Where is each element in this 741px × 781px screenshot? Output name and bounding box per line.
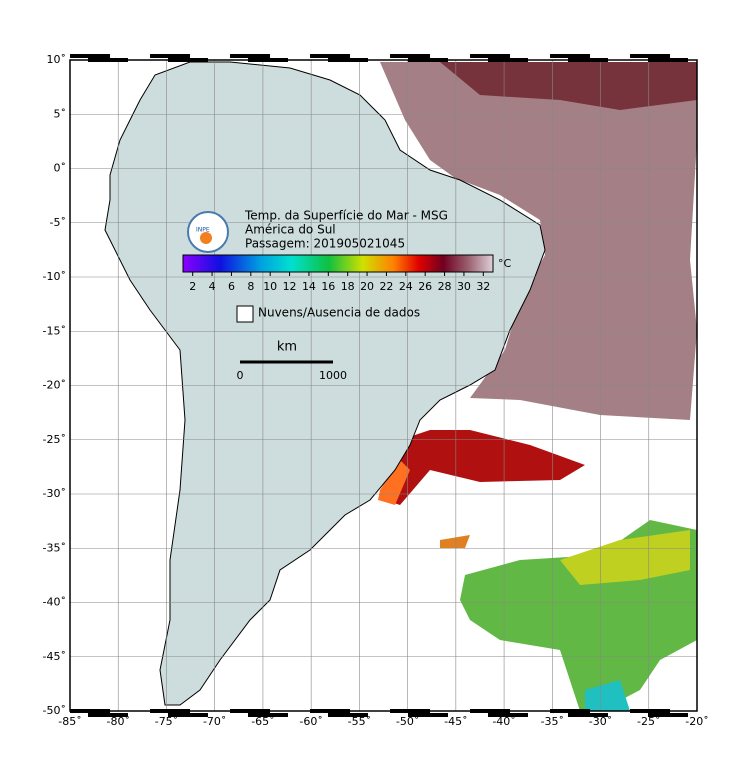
x-tick-label: -70˚ [203,715,226,728]
colorbar-tick-label: 16 [321,280,335,293]
colorbar-tick-label: 12 [283,280,297,293]
y-tick-label: -25˚ [43,433,66,446]
colorbar-tick-label: 20 [360,280,374,293]
colorbar-tick-label: 30 [457,280,471,293]
y-tick-label: -5˚ [50,216,66,229]
y-tick-label: 0˚ [54,162,67,175]
sst-yellow [560,530,690,585]
x-tick-label: -50˚ [396,715,419,728]
legend-swatch [236,305,254,323]
y-tick-label: -50˚ [43,704,66,717]
y-tick-label: 10˚ [47,53,67,66]
colorbar-unit: °C [498,257,512,270]
scale-unit: km [277,340,297,355]
scale-end: 1000 [319,369,347,382]
x-tick-label: -35˚ [541,715,564,728]
colorbar-tick-label: 14 [302,280,316,293]
y-tick-label: 5˚ [54,107,67,120]
scale-start: 0 [237,369,244,382]
x-tick-label: -40˚ [492,715,515,728]
sst-red [385,430,585,505]
x-tick-label: -65˚ [251,715,274,728]
sst-layer [378,62,697,711]
colorbar-tick-label: 32 [476,280,490,293]
y-tick-label: -35˚ [43,541,66,554]
colorbar-tick-label: 8 [247,280,254,293]
logo [187,211,229,253]
x-tick-label: -75˚ [155,715,178,728]
logo-text: INPE [196,227,210,234]
colorbar-tick-label: 2 [189,280,196,293]
sst-warm-region [380,62,697,420]
y-tick-label: -10˚ [43,270,66,283]
x-tick-label: -80˚ [106,715,129,728]
title: Temp. da Superfície do Mar - MSG [244,209,448,223]
colorbar-tick-label: 18 [341,280,355,293]
pass-time: Passagem: 201905021045 [245,237,405,251]
x-tick-label: -20˚ [685,715,708,728]
x-tick-label: -85˚ [58,715,81,728]
legend-label: Nuvens/Ausencia de dados [258,306,420,320]
colorbar-tick-label: 10 [263,280,277,293]
colorbar-tick-label: 26 [418,280,432,293]
colorbar-tick-label: 28 [438,280,452,293]
frame-border-bottom [68,709,699,717]
y-tick-label: -30˚ [43,487,66,500]
x-tick-label: -30˚ [589,715,612,728]
colorbar-tick-label: 24 [399,280,413,293]
y-tick-label: -20˚ [43,379,66,392]
colorbar-tick-label: 4 [209,280,216,293]
x-tick-label: -45˚ [444,715,467,728]
frame-border-top [68,54,699,62]
x-tick-label: -25˚ [637,715,660,728]
y-tick-label: -45˚ [43,650,66,663]
colorbar [182,254,494,273]
x-tick-label: -60˚ [299,715,322,728]
sst-cyan [585,680,630,711]
x-tick-label: -55˚ [348,715,371,728]
y-tick-label: -15˚ [43,324,66,337]
sst-orange-patch [440,535,470,548]
colorbar-tick-label: 6 [228,280,235,293]
y-tick-label: -40˚ [43,596,66,609]
logo-sun [200,232,212,244]
colorbar-tick-label: 22 [379,280,393,293]
map-frame [69,59,698,712]
region: América do Sul [245,223,336,237]
